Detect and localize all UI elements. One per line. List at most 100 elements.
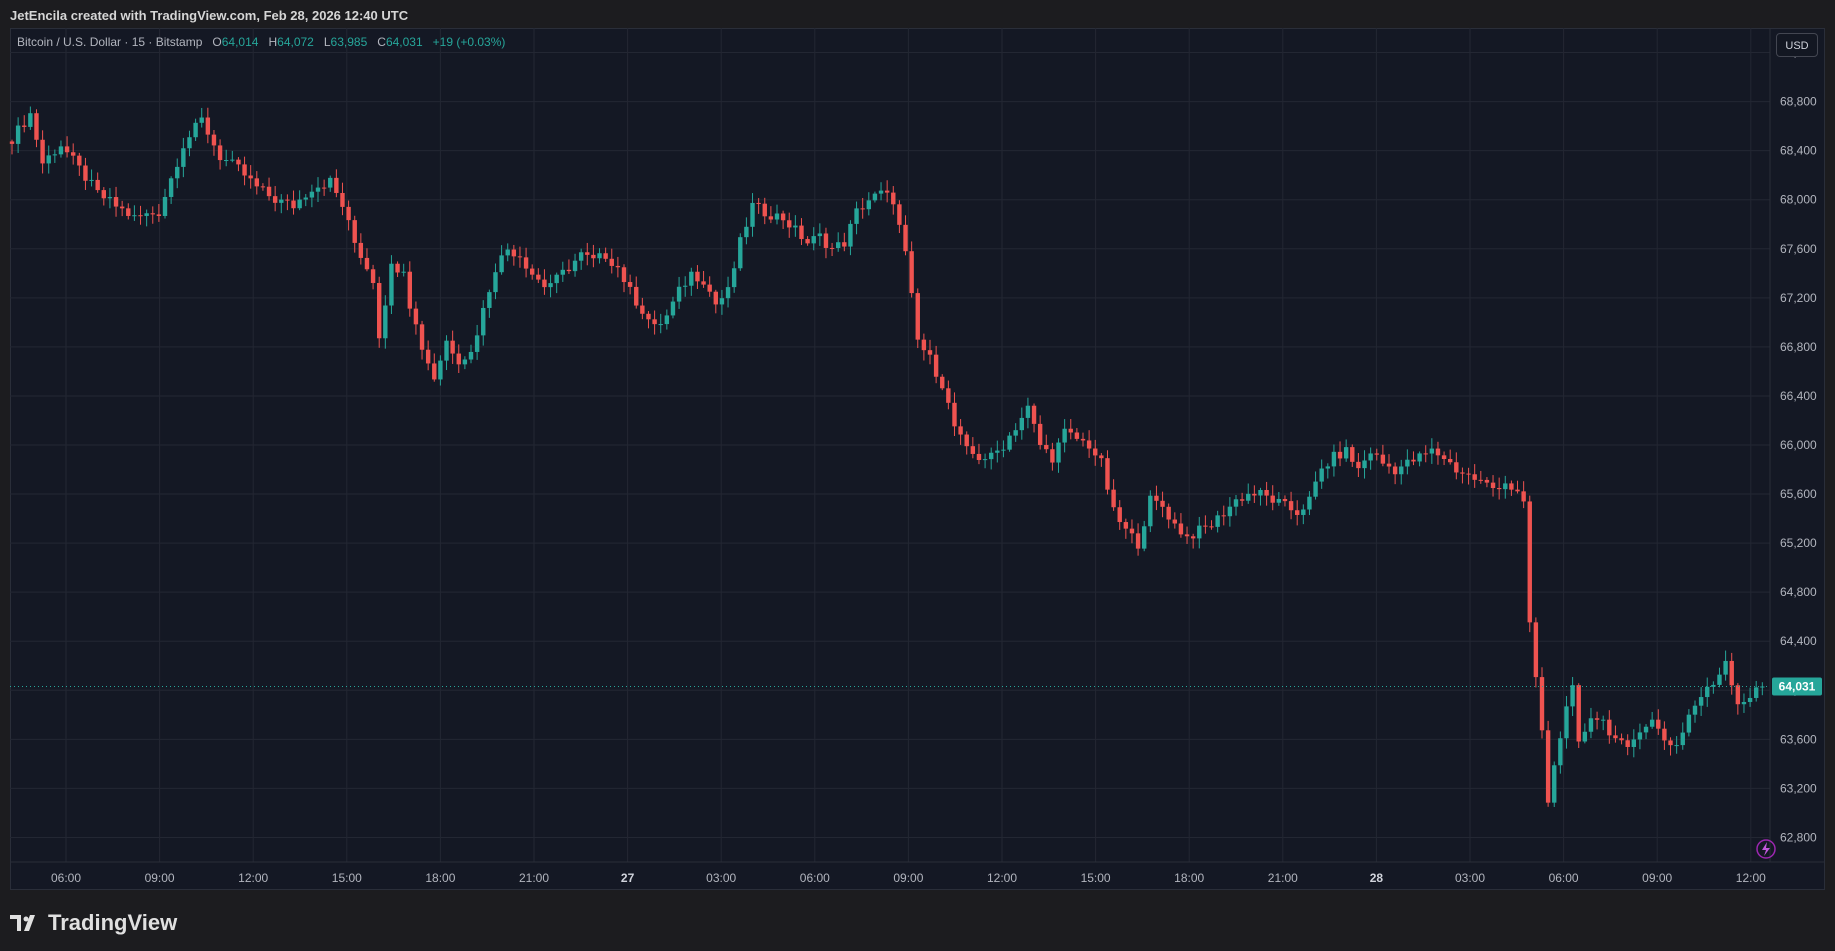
candle (1460, 467, 1465, 484)
candle (334, 169, 339, 198)
candle-body (836, 242, 841, 249)
candle-body (878, 190, 884, 194)
legend-open-value: 64,014 (221, 35, 259, 49)
candle-body (1331, 451, 1337, 467)
candle-body (701, 281, 706, 285)
candle (248, 165, 253, 189)
candle (1411, 451, 1416, 466)
lightning-icon[interactable] (1755, 838, 1777, 860)
candle (438, 355, 443, 386)
candle-body (1166, 506, 1171, 520)
legend-high-value: 64,072 (277, 35, 314, 49)
y-tick-label: 63,600 (1780, 732, 1817, 746)
candle-body (591, 254, 596, 259)
candle (829, 242, 835, 257)
candle (915, 288, 920, 349)
candle-body (156, 214, 162, 216)
x-tick-label: 15:00 (1081, 871, 1111, 885)
candle-body (1545, 730, 1551, 803)
candle-body (1307, 496, 1312, 510)
candle-body (1392, 466, 1398, 475)
candle-body (205, 117, 211, 135)
candle-body (407, 271, 412, 309)
candle-body (1698, 697, 1704, 706)
candle (1717, 667, 1722, 688)
candle-body (683, 285, 688, 287)
candle-body (1460, 472, 1465, 474)
legend-close-label: C (377, 35, 386, 49)
candle-body (1325, 466, 1330, 469)
candle (933, 345, 939, 384)
candle (1350, 444, 1355, 467)
candle-body (817, 233, 823, 237)
candle-body (1013, 430, 1018, 436)
candle-body (58, 146, 64, 155)
candle (162, 188, 168, 219)
candle (676, 276, 682, 309)
candle-body (585, 252, 590, 255)
y-tick-label: 64,400 (1780, 634, 1817, 648)
candle-body (217, 145, 223, 161)
candle-body (309, 191, 315, 198)
candle-body (1337, 451, 1343, 459)
candle (1558, 731, 1563, 774)
candle (1478, 470, 1483, 484)
x-tick-label: 18:00 (1174, 871, 1204, 885)
x-tick-label: 27 (621, 871, 635, 885)
candle-body (1319, 468, 1324, 482)
candle-body (395, 263, 400, 273)
candle-body (1558, 738, 1563, 766)
candle-body (1472, 474, 1477, 480)
candle (1545, 720, 1551, 807)
candle (731, 261, 737, 293)
candle (260, 183, 266, 191)
candle (517, 246, 523, 268)
candle (1423, 445, 1428, 463)
candle (1631, 729, 1636, 758)
candle (211, 129, 217, 156)
candle (1252, 485, 1257, 503)
candle (1111, 479, 1116, 511)
candle-body (352, 220, 357, 243)
candle (1044, 434, 1049, 454)
candle (1496, 477, 1502, 500)
candle-body (340, 192, 345, 207)
candle-body (1129, 528, 1135, 534)
candle (205, 107, 211, 144)
candle-body (474, 335, 480, 352)
candle (1619, 733, 1624, 745)
candle (1319, 459, 1324, 489)
candle-body (1111, 489, 1116, 508)
candle (1686, 709, 1692, 737)
candle (456, 344, 461, 374)
candle-body (291, 200, 296, 209)
candle-body (670, 301, 676, 316)
candle-body (829, 247, 835, 249)
candle (1521, 481, 1526, 509)
candle (1295, 500, 1300, 526)
currency-button[interactable]: USD (1776, 33, 1818, 57)
candle (1509, 480, 1514, 496)
candle-body (1025, 405, 1031, 418)
candle (1405, 449, 1410, 475)
candle-body (456, 353, 461, 365)
legend-change: +19 (+0.03%) (432, 35, 506, 49)
candle (1729, 652, 1734, 695)
y-tick-label: 67,600 (1780, 242, 1817, 256)
candle (976, 443, 982, 465)
candle-body (713, 291, 718, 305)
candle (921, 333, 927, 361)
y-tick-label: 64,800 (1780, 585, 1817, 599)
tradingview-brand[interactable]: TradingView (10, 910, 177, 936)
x-tick-label: 12:00 (1736, 871, 1766, 885)
candle-body (1674, 745, 1679, 747)
candle (1276, 492, 1282, 506)
candle (28, 106, 33, 130)
candle-body (1362, 460, 1367, 469)
chart-frame[interactable] (10, 28, 1825, 890)
candle (530, 264, 535, 280)
candle (664, 309, 670, 330)
candle (1705, 677, 1710, 707)
candle-body (1490, 482, 1496, 489)
